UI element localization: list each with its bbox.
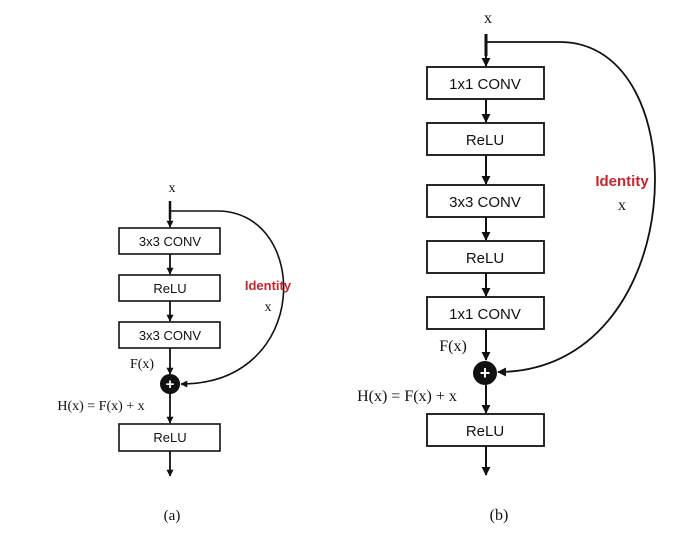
panel-a-layer-label-3: 3x3 CONV: [139, 328, 201, 343]
panel-a-layer-label-1: 3x3 CONV: [139, 234, 201, 249]
panel-a-identity-label: Identity: [245, 278, 292, 293]
panel-b-fx-label: F(x): [439, 338, 467, 355]
panel-a-layer-box-2: [118, 274, 221, 302]
panel-a-hx-label: H(x) = F(x) + x: [57, 399, 144, 414]
panel-a-identity-x: x: [265, 300, 272, 315]
panel-a-plus-symbol: +: [166, 376, 175, 393]
panel-b-post-relu-box: [426, 413, 545, 447]
panel-a-add-node: [160, 374, 180, 394]
panel-a-input-label: x: [169, 181, 176, 196]
panel-b-add-node: [473, 361, 497, 385]
panel-b-plus-symbol: +: [480, 363, 491, 383]
panel-a-fx-label: F(x): [130, 357, 154, 372]
panel-a-layer-label-2: ReLU: [153, 281, 186, 296]
panel-b-layer-box-3: [426, 184, 545, 218]
panel-a-layer-box-1: [118, 227, 221, 255]
panel-b-caption: (b): [490, 507, 509, 524]
panel-b-layer-box-5: [426, 296, 545, 330]
panel-b-identity-x: x: [618, 197, 626, 214]
panel-b-hx-label: H(x) = F(x) + x: [357, 388, 457, 405]
panel-b-layer-label-4: ReLU: [466, 250, 504, 267]
panel-b-identity-path: [486, 41, 656, 377]
panel-b-layer-box-1: [426, 66, 545, 100]
panel-b: x 1x1 CONV ReLU 3x3 CONV ReLU 1x1 CONV F…: [357, 10, 656, 524]
panel-b-layer-label-5: 1x1 CONV: [449, 306, 521, 323]
panel-b-input-label: x: [484, 10, 492, 27]
panel-b-layer-box-2: [426, 122, 545, 156]
panel-b-layer-label-2: ReLU: [466, 132, 504, 149]
panel-b-identity-label: Identity: [595, 173, 649, 190]
panel-b-layer-label-3: 3x3 CONV: [449, 194, 521, 211]
panel-b-layer-box-4: [426, 240, 545, 274]
panel-b-layer-label-1: 1x1 CONV: [449, 76, 521, 93]
panel-a-layer-box-3: [118, 321, 221, 349]
panel-a: x 3x3 CONV ReLU 3x3 CONV F(x) + Identity…: [57, 181, 292, 524]
panel-a-identity-path: [170, 210, 285, 388]
panel-a-post-relu-box: [118, 423, 221, 452]
panel-a-caption: (a): [164, 508, 181, 524]
panel-b-post-relu-label: ReLU: [466, 423, 504, 440]
panel-a-post-relu-label: ReLU: [153, 430, 186, 445]
